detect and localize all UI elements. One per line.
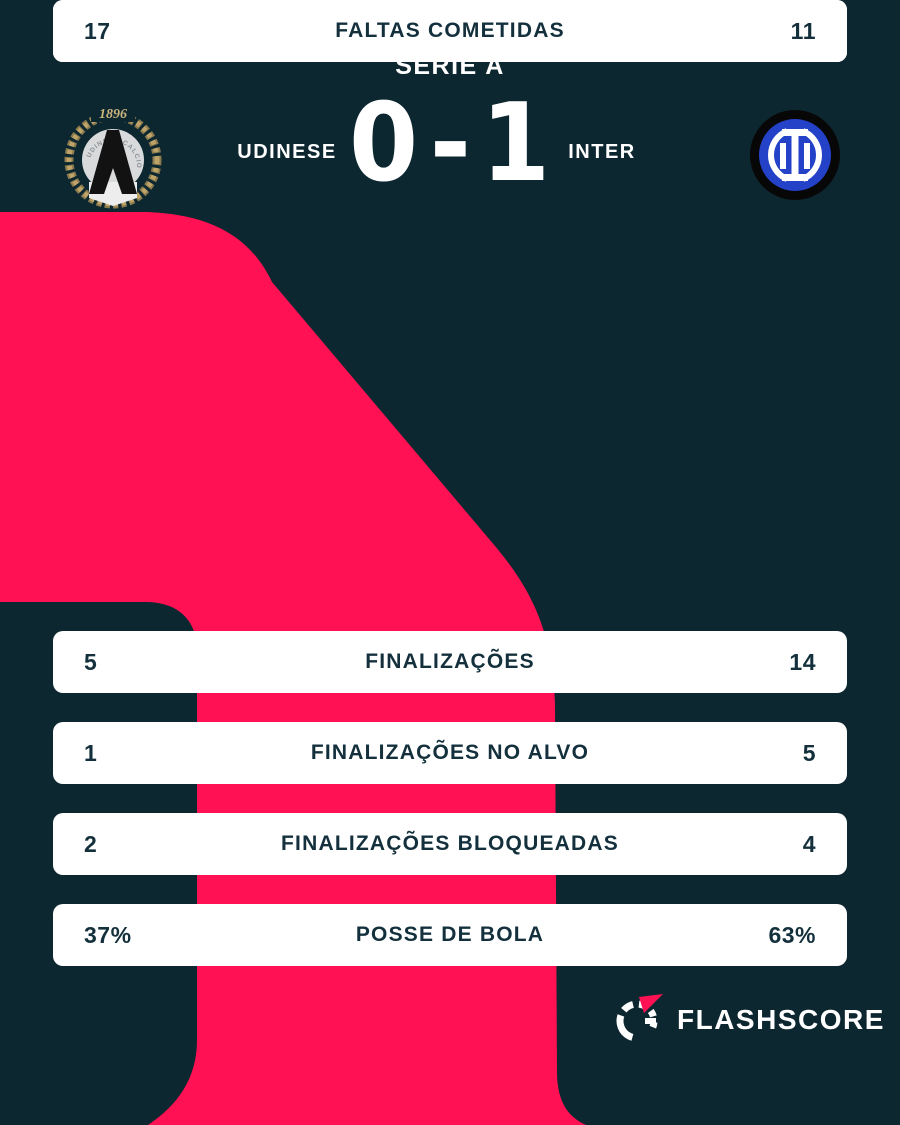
flashscore-wordmark: FLASHSCORE — [677, 1004, 885, 1035]
away-team-name: INTER — [568, 141, 636, 163]
stat-label: FALTAS COMETIDAS — [335, 19, 565, 42]
inter-crest — [750, 110, 840, 200]
home-stat-value: 5 — [84, 649, 98, 675]
stat-row-faltas-cometidas: 17 FALTAS COMETIDAS 11 — [53, 0, 847, 62]
stat-row-finalizacoes-bloqueadas: 2 FINALIZAÇÕES BLOQUEADAS 4 — [53, 813, 847, 875]
stat-label: FINALIZAÇÕES NO ALVO — [310, 741, 590, 764]
away-score: 1 — [481, 81, 551, 206]
home-team-name: UDINESE — [237, 141, 337, 163]
stat-label: FINALIZAÇÕES BLOQUEADAS — [281, 832, 619, 855]
score-separator: - — [429, 81, 471, 206]
home-stat-value: 37% — [84, 922, 132, 948]
crest-chevron — [89, 130, 137, 194]
home-stat-value: 17 — [84, 18, 111, 44]
away-stat-value: 5 — [802, 740, 816, 766]
away-stat-value: 4 — [802, 831, 816, 857]
home-stat-value: 2 — [84, 831, 98, 857]
home-stat-value: 1 — [84, 740, 98, 766]
away-stat-value: 14 — [789, 649, 816, 675]
flashscore-logo: FLASHSCORE — [613, 994, 885, 1046]
stat-label: POSSE DE BOLA — [355, 923, 545, 946]
away-stat-value: 11 — [790, 18, 816, 44]
home-score: 0 — [349, 81, 419, 206]
stat-row-finalizacoes-no-alvo: 1 FINALIZAÇÕES NO ALVO 5 — [53, 722, 847, 784]
udinese-crest: 1896 UDINESE CALCIO — [64, 104, 162, 209]
away-stat-value: 63% — [768, 922, 816, 948]
flashscore-spinner-icon — [616, 994, 663, 1042]
crest-year-text: 1896 — [99, 107, 127, 122]
stat-row-posse-de-bola: 37% POSSE DE BOLA 63% — [53, 904, 847, 966]
stat-label: FINALIZAÇÕES — [365, 650, 535, 673]
stat-row-finalizacoes: 5 FINALIZAÇÕES 14 — [53, 631, 847, 693]
score: 0 - 1 — [330, 90, 570, 198]
